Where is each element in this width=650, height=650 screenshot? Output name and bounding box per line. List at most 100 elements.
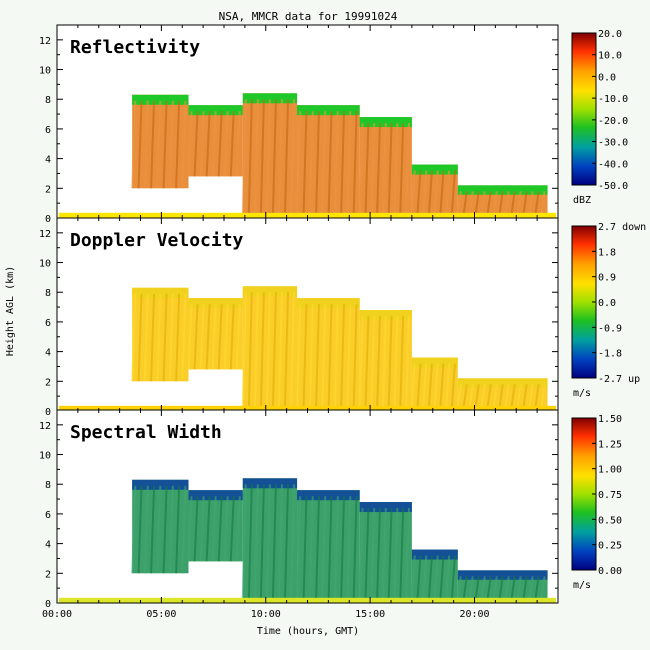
cloud-streak [168, 485, 174, 574]
cloud-streak [229, 496, 235, 562]
cloud-streak [462, 576, 468, 599]
cloud-streak [314, 304, 320, 412]
y-tick-label: 12 [39, 229, 51, 240]
y-tick-label: 2 [45, 569, 51, 580]
cloud-streak [540, 576, 546, 599]
cloud-streak [150, 293, 156, 382]
colorbar-tick-label: -20.0 [598, 116, 628, 127]
cloud-streak [327, 304, 333, 412]
cloud-streak [416, 363, 422, 407]
cloud-streak [302, 111, 308, 219]
cloud-streak [422, 363, 428, 407]
cloud-streak [199, 111, 205, 177]
cloud-streak [498, 384, 504, 407]
cloud-top-fringe [297, 490, 360, 501]
cloud-streak [321, 304, 327, 412]
cloud-top-fringe [359, 502, 412, 513]
y-tick-label: 2 [45, 377, 51, 388]
cloud-streak [333, 496, 339, 604]
cloud-streak [150, 485, 156, 574]
y-tick-label: 2 [45, 184, 51, 195]
y-tick-label: 6 [45, 510, 51, 521]
cloud-streak [131, 100, 137, 189]
cloud-streak [223, 111, 229, 177]
cloud-streak [175, 293, 181, 382]
cloud-streak [340, 304, 346, 412]
y-tick-label: 12 [39, 36, 51, 47]
cloud-streak [168, 100, 174, 189]
cloud-top-fringe [297, 298, 360, 309]
cloud-streak [427, 555, 433, 599]
cloud-streak [247, 484, 253, 599]
cloud-streak [340, 111, 346, 219]
cloud-streak [387, 316, 393, 412]
cloud-streak [168, 293, 174, 382]
cloud-streak [486, 576, 492, 599]
colorbar-tick-label: 0.25 [598, 541, 622, 552]
cloud-streak [187, 496, 193, 562]
colorbar-tick-label: 1.25 [598, 439, 622, 450]
cloud-streak [480, 191, 486, 214]
cloud-streak [175, 100, 181, 189]
cloud-streak [352, 496, 358, 604]
cloud-streak [137, 100, 143, 189]
cloud-top-fringe [132, 94, 189, 105]
colorbar-units: m/s [573, 388, 591, 399]
cloud-streak [462, 384, 468, 407]
cloud-streak [404, 316, 410, 412]
cloud-streak [364, 123, 370, 219]
colorbar-tick-label: 0.0 [598, 72, 616, 83]
panel-reflectivity: 0 2 4 6 8 10 12 Reflectivity 20.0 10.0 0.0 -10.0 -20… [39, 24, 628, 225]
colorbar-tick-label: 1.50 [598, 414, 622, 425]
cloud-streak [510, 191, 516, 214]
cloud-streak [522, 576, 528, 599]
colorbar-tick-label: 1.8 [598, 247, 616, 258]
colorbar-tick-label: 1.00 [598, 465, 622, 476]
cloud-streak [259, 484, 265, 599]
cloud-streak [211, 304, 217, 370]
cloud-streak [522, 384, 528, 407]
figure-title: NSA, MMCR data for 19991024 [219, 10, 398, 23]
cloud-streak [504, 191, 510, 214]
cloud-streak [534, 191, 540, 214]
colorbar-tick-label: 20.0 [598, 29, 622, 40]
cloud-streak [393, 316, 399, 412]
cloud-streak [217, 496, 223, 562]
cloud-streak [492, 384, 498, 407]
cloud-streak [399, 123, 405, 219]
cloud-streak [358, 508, 364, 604]
cloud-streak [235, 111, 241, 177]
cloud-streak [364, 316, 370, 412]
cloud-streak [156, 293, 162, 382]
cloud-streak [290, 484, 296, 599]
cloud-top-fringe [188, 490, 243, 501]
cloud-streak [211, 111, 217, 177]
cloud-streak [241, 484, 247, 599]
cloud-streak [137, 293, 143, 382]
cloud-streak [181, 293, 187, 382]
cloud-streak [277, 484, 283, 599]
cloud-streak [131, 293, 137, 382]
y-tick-label: 6 [45, 318, 51, 329]
cloud-streak [271, 484, 277, 599]
cloud-streak [370, 123, 376, 219]
cloud-streak [358, 316, 364, 412]
cloud-streak [540, 384, 546, 407]
cloud-streak [393, 123, 399, 219]
y-tick-label: 12 [39, 421, 51, 432]
colorbar-tick-label: 0.75 [598, 490, 622, 501]
colorbar-tick-label: 0.50 [598, 515, 622, 526]
cloud-streak [510, 384, 516, 407]
colorbar-tick-label: -1.8 [598, 349, 622, 360]
cloud-top-fringe [457, 185, 548, 195]
cloud-streak [540, 191, 546, 214]
cloud-streak [205, 496, 211, 562]
cloud-streak [284, 484, 290, 599]
cloud-streak [498, 576, 504, 599]
cloud-streak [235, 496, 241, 562]
panel-doppler-velocity: 0 2 4 6 8 10 12 Doppler Velocity 2.7 down 1.8 0.9 0… [39, 217, 646, 418]
cloud-streak [399, 316, 405, 412]
cloud-streak [187, 111, 193, 177]
cloud-streak [277, 99, 283, 214]
cloud-streak [450, 363, 456, 407]
